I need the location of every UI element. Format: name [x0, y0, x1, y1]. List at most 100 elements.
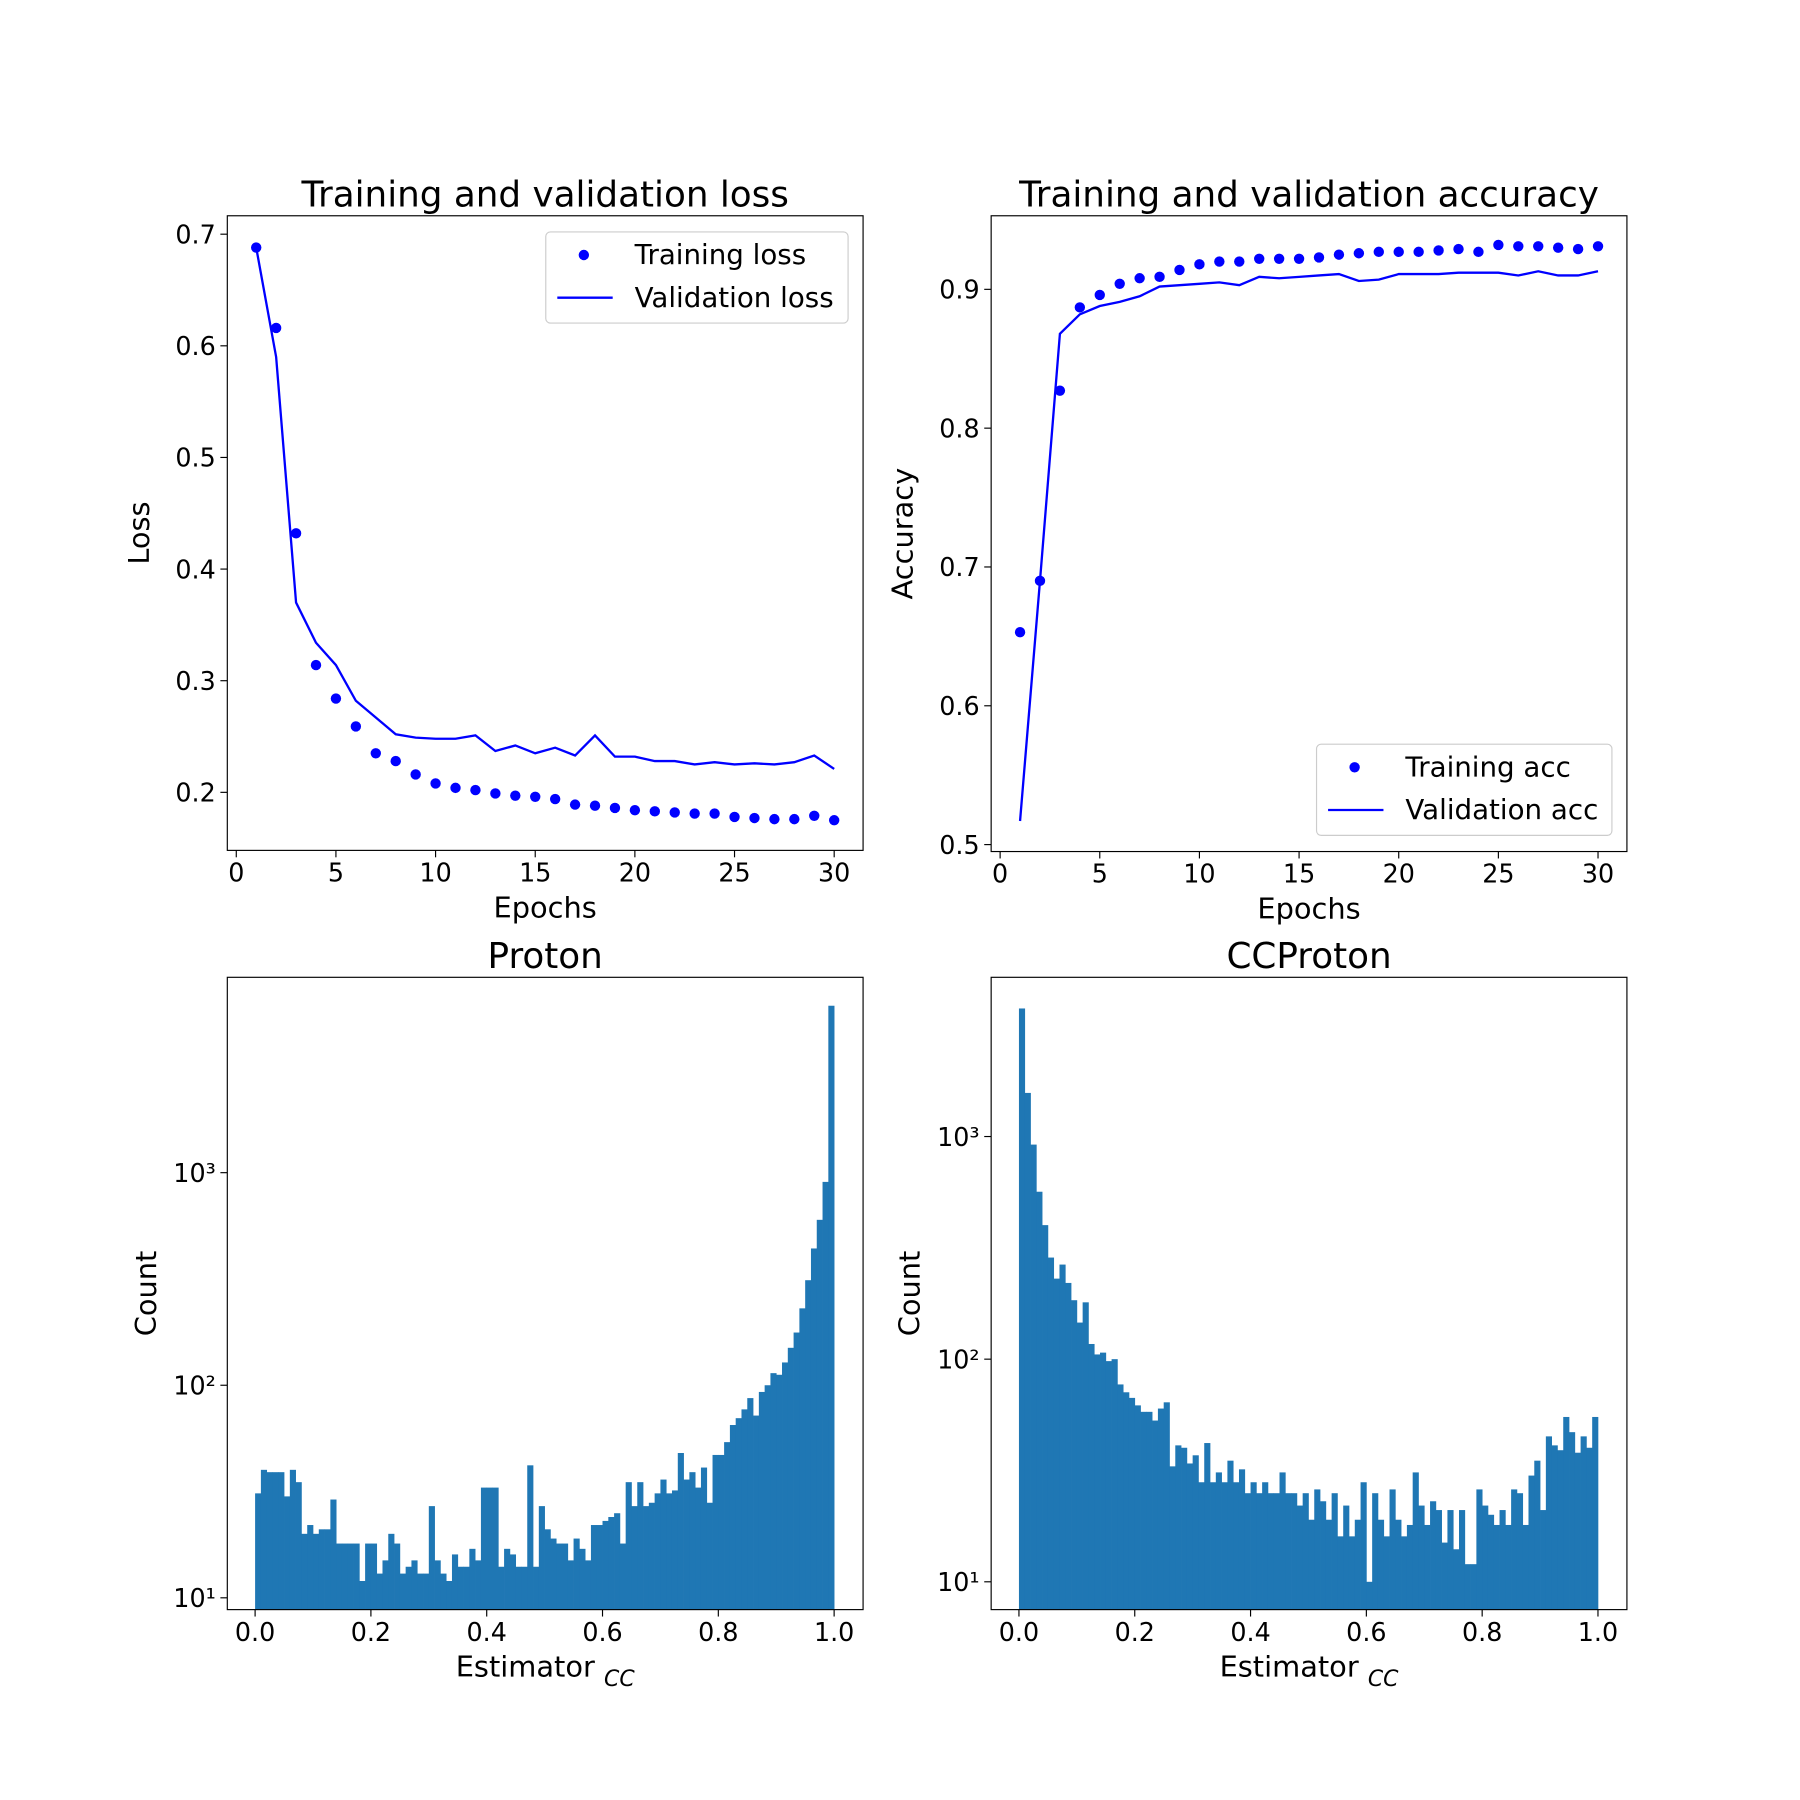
bar [828, 1005, 835, 1610]
subplot: Training and validation accuracy Epochs Ac… [886, 175, 1628, 925]
bar [1551, 1445, 1558, 1610]
y-tick-label: 10³ [937, 1122, 979, 1152]
bar [741, 1409, 748, 1610]
bar [747, 1398, 754, 1610]
bar [1592, 1416, 1599, 1610]
point [1592, 241, 1604, 252]
bar [1227, 1460, 1234, 1610]
point [1393, 246, 1404, 258]
bar [1569, 1432, 1576, 1610]
bar [805, 1280, 812, 1610]
bar [706, 1502, 713, 1610]
bar [637, 1482, 644, 1610]
point [470, 784, 481, 796]
bar [1418, 1505, 1425, 1610]
bar [1250, 1482, 1257, 1610]
bar [405, 1566, 412, 1610]
y-tick-label: 0.8 [939, 413, 979, 443]
point [1114, 278, 1125, 289]
y-axis-label: Count [129, 1251, 163, 1337]
bar [1435, 1510, 1442, 1610]
bar [1238, 1469, 1246, 1610]
point [1293, 253, 1305, 264]
x-tick-label: 0.2 [351, 1617, 391, 1647]
x-axis-label: Estimator CC [456, 1650, 636, 1692]
bar [446, 1580, 453, 1610]
bar [451, 1554, 459, 1610]
bar [1337, 1536, 1344, 1610]
x-tick-label: 5 [1092, 859, 1108, 889]
x-tick-label: 20 [619, 858, 651, 888]
point [1194, 259, 1205, 270]
bar [457, 1566, 464, 1610]
chart-title: CCProton [1226, 936, 1391, 977]
bar [1320, 1501, 1327, 1610]
bar [1395, 1519, 1402, 1610]
subplot: Training and validation loss Epochs Loss 0 5… [122, 175, 864, 924]
y-axis-label: Accuracy [886, 468, 920, 600]
subplot: CCProton Estimator CC Count 0.0 0.2 0.4 0.6 0.8 1… [893, 936, 1628, 1692]
bar [1412, 1472, 1419, 1610]
y-tick-label: 0.2 [175, 778, 215, 808]
point [1453, 243, 1464, 255]
point [330, 693, 342, 704]
point [450, 782, 461, 794]
bar [1459, 1510, 1466, 1610]
bar [1256, 1493, 1263, 1610]
bar [1024, 1092, 1031, 1610]
bar [1094, 1354, 1101, 1610]
bar [423, 1573, 430, 1610]
bar [417, 1573, 424, 1610]
bar [1343, 1505, 1350, 1610]
point [350, 721, 362, 732]
bar [440, 1573, 447, 1610]
y-tick-label: 0.4 [175, 554, 215, 584]
point [769, 813, 780, 825]
point [689, 808, 700, 819]
bar [521, 1566, 528, 1610]
bar [677, 1453, 684, 1610]
y-axis-label: Count [893, 1251, 927, 1337]
bar [695, 1487, 702, 1610]
bar [1018, 1008, 1026, 1610]
point [1134, 273, 1145, 284]
bar [1487, 1514, 1495, 1610]
bar [1401, 1536, 1408, 1610]
bar [787, 1347, 794, 1610]
bar [671, 1490, 679, 1610]
y-tick-label: 0.6 [939, 691, 979, 721]
bar [614, 1513, 621, 1610]
bar [700, 1467, 708, 1610]
bar [399, 1573, 406, 1610]
bar [486, 1487, 493, 1610]
y-tick-label: 0.7 [175, 219, 215, 249]
bar [538, 1506, 545, 1610]
bar [527, 1465, 534, 1610]
bar [1233, 1482, 1240, 1610]
bar [341, 1543, 349, 1610]
y-tick-label: 10² [173, 1370, 215, 1400]
bar [382, 1560, 389, 1610]
bar [1105, 1361, 1112, 1610]
x-tick-label: 0.4 [467, 1617, 507, 1647]
bar [1100, 1352, 1107, 1610]
y-tick-label: 0.6 [175, 331, 215, 361]
point [410, 769, 421, 780]
bar [313, 1533, 320, 1610]
bar [376, 1573, 383, 1610]
bar [394, 1543, 401, 1610]
point [789, 813, 800, 825]
bar [1221, 1482, 1228, 1610]
point [1094, 289, 1105, 301]
x-axis-label: Estimator CC [1220, 1650, 1400, 1692]
bar [643, 1506, 650, 1610]
x-axis-label-text: Epochs [1257, 891, 1360, 925]
x-axis-label: Epochs [494, 890, 597, 924]
bar [729, 1425, 737, 1610]
bar [1528, 1475, 1535, 1610]
bar [428, 1506, 435, 1610]
bar [1545, 1436, 1552, 1610]
bar [1267, 1493, 1275, 1610]
bar [1308, 1519, 1315, 1610]
